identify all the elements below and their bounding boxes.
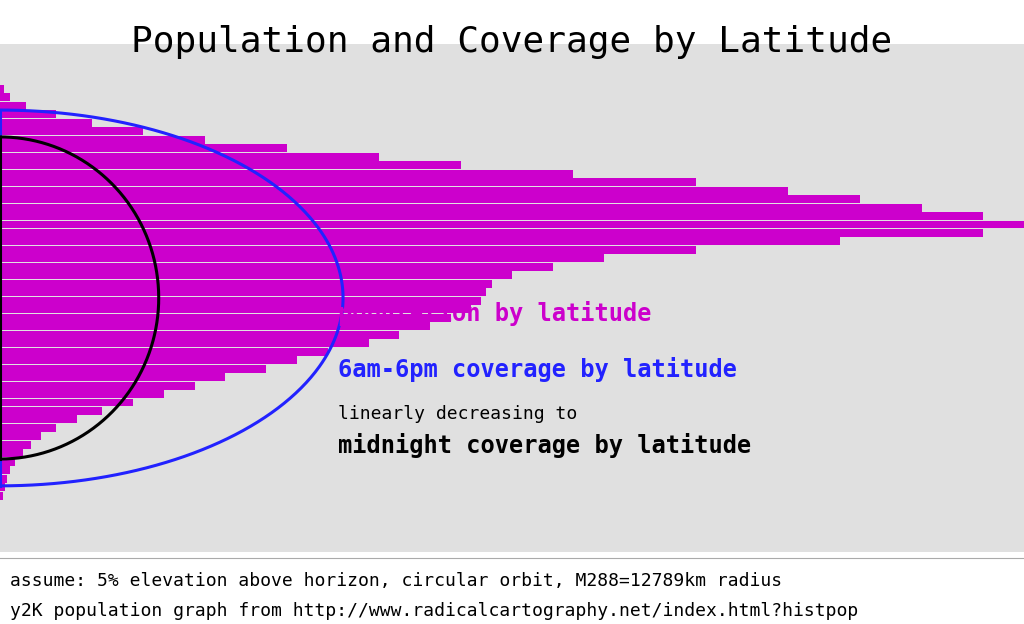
Bar — [0, 178, 696, 186]
Bar — [0, 220, 1024, 228]
Bar — [0, 255, 604, 262]
Bar — [0, 322, 430, 330]
Bar — [0, 85, 4, 93]
Bar — [0, 484, 5, 491]
Bar — [0, 441, 31, 449]
Bar — [0, 170, 573, 178]
Bar — [0, 364, 266, 373]
Bar — [0, 153, 379, 160]
Bar — [0, 102, 26, 110]
Bar — [0, 424, 56, 432]
Bar — [0, 203, 922, 212]
Bar — [0, 382, 195, 389]
Bar — [0, 314, 451, 322]
Bar — [0, 331, 399, 339]
Bar — [0, 187, 788, 195]
Bar — [0, 407, 102, 415]
Text: midnight coverage by latitude: midnight coverage by latitude — [338, 433, 752, 459]
Bar — [0, 212, 983, 220]
Bar — [0, 458, 15, 466]
Bar — [0, 263, 553, 271]
Text: Population and Coverage by Latitude: Population and Coverage by Latitude — [131, 25, 893, 59]
Bar — [0, 271, 512, 280]
Bar — [0, 144, 287, 152]
Bar — [0, 348, 328, 356]
Bar — [0, 119, 92, 127]
Bar — [0, 297, 481, 305]
Text: population by latitude: population by latitude — [338, 301, 651, 326]
Bar — [0, 373, 225, 381]
Text: linearly decreasing to: linearly decreasing to — [338, 406, 578, 424]
Bar — [0, 356, 297, 364]
Bar — [0, 246, 696, 254]
Bar — [0, 161, 461, 169]
Bar — [0, 195, 860, 203]
Bar — [0, 238, 840, 245]
Bar — [0, 127, 143, 135]
Bar — [0, 110, 56, 119]
Bar — [0, 288, 486, 296]
Bar — [0, 399, 133, 406]
Text: 6am-6pm coverage by latitude: 6am-6pm coverage by latitude — [338, 357, 737, 382]
Bar — [0, 492, 3, 500]
Bar — [0, 416, 77, 424]
Bar — [0, 136, 205, 144]
Bar — [0, 229, 983, 237]
Text: assume: 5% elevation above horizon, circular orbit, M288=12789km radius: assume: 5% elevation above horizon, circ… — [10, 572, 782, 590]
Text: y2K population graph from http://www.radicalcartography.net/index.html?histpop: y2K population graph from http://www.rad… — [10, 603, 858, 620]
Bar — [0, 432, 41, 441]
Bar — [0, 475, 7, 483]
Bar — [0, 339, 369, 347]
Bar — [0, 305, 471, 313]
Bar — [0, 449, 23, 457]
Bar — [0, 466, 10, 474]
Bar — [0, 94, 10, 101]
Bar — [0, 280, 492, 288]
Bar — [0, 390, 164, 398]
